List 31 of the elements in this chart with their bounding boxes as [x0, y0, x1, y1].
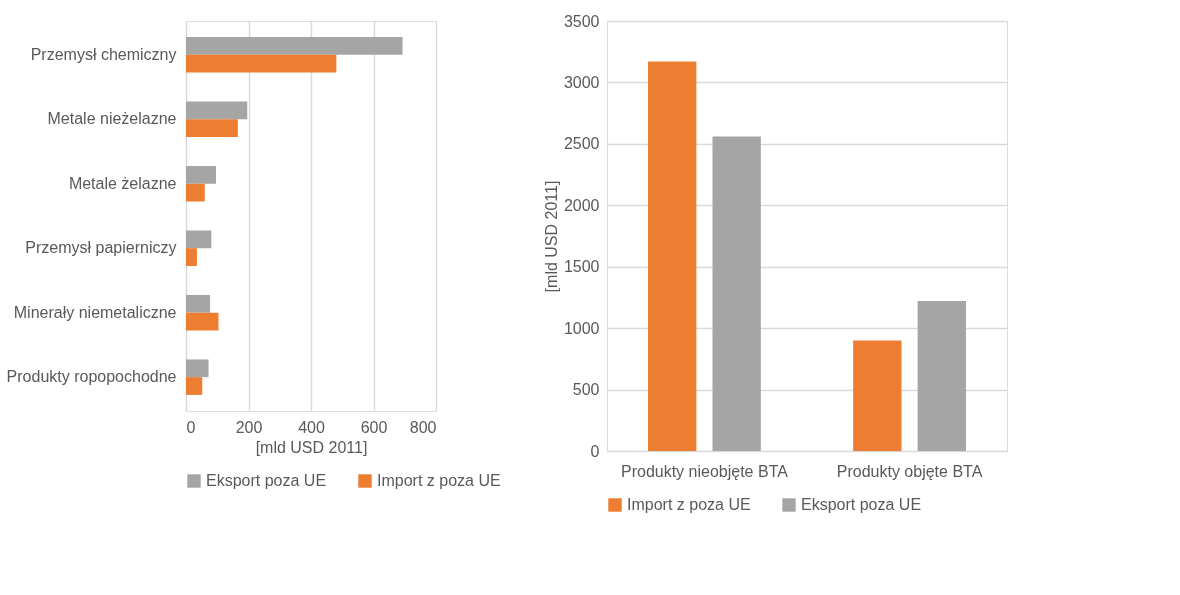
- x-tick-label: 800: [409, 418, 437, 436]
- y-axis-title: [mld USD 2011]: [542, 180, 560, 293]
- legend-label: Import z poza UE: [377, 472, 501, 489]
- y-tick-label: Przemysł papierniczy: [25, 239, 177, 257]
- x-tick-label: 600: [360, 418, 388, 436]
- x-tick-label: 400: [298, 418, 325, 436]
- bar: [648, 61, 697, 451]
- x-tick-label: Produkty nieobjęte BTA: [620, 462, 789, 480]
- y-tick-label: 1500: [563, 258, 600, 276]
- y-tick-label: Minerały niemetaliczne: [13, 303, 177, 321]
- x-tick-label: 200: [235, 418, 263, 436]
- x-tick-label: Produkty objęte BTA: [836, 462, 983, 480]
- x-tick-label: 0: [186, 418, 196, 436]
- y-tick-label: 500: [572, 381, 600, 399]
- y-tick-label: Przemysł chemiczny: [30, 45, 177, 63]
- bar: [917, 301, 966, 451]
- legend-label: Import z poza UE: [627, 496, 751, 513]
- x-axis-title: [mld USD 2011]: [255, 438, 368, 456]
- legend-label: Eksport poza UE: [801, 496, 922, 513]
- legend-label: Eksport poza UE: [206, 472, 327, 489]
- y-tick-label: 3500: [563, 12, 600, 30]
- y-tick-label: 0: [590, 442, 600, 460]
- y-tick-label: Metale nieżelazne: [47, 110, 177, 128]
- y-tick-label: Produkty ropopochodne: [6, 368, 177, 386]
- bar: [712, 136, 761, 451]
- y-tick-label: 1000: [563, 319, 600, 337]
- bar: [853, 340, 902, 451]
- y-tick-label: 2000: [563, 196, 600, 214]
- y-tick-label: 2500: [563, 135, 600, 153]
- y-tick-label: Metale żelazne: [68, 174, 177, 192]
- y-tick-label: 3000: [563, 73, 600, 91]
